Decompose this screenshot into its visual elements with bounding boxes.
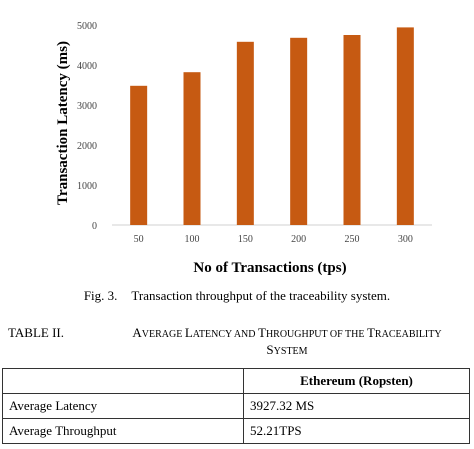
table-header-cell: Ethereum (Ropsten) (243, 368, 470, 394)
table-row: Average Latency 3927.32 MS (2, 393, 470, 419)
title-cap: A (132, 325, 142, 340)
y-tick-label: 1000 (77, 181, 97, 192)
results-table: Ethereum (Ropsten) Average Latency 3927.… (2, 368, 470, 444)
table-cell: 3927.32 MS (243, 393, 470, 419)
table-cell: Average Latency (2, 393, 244, 419)
bar-100 (183, 72, 201, 225)
table-header-cell (2, 368, 244, 394)
table-title-text: AVERAGE LATENCY AND THROUGHPUT OF THE TR… (100, 325, 474, 359)
x-tick-label: 250 (345, 234, 360, 245)
title-smallcaps: ATENCY AND (192, 329, 258, 340)
title-cap: L (184, 325, 193, 340)
title-smallcaps: YSTEM (273, 346, 308, 357)
title-smallcaps: VERAGE (141, 329, 185, 340)
title-smallcaps: HROUGHPUT OF THE (265, 329, 367, 340)
bar-200 (290, 37, 308, 225)
y-axis-ticks: 0 1000 2000 3000 4000 5000 (77, 21, 97, 232)
x-tick-label: 200 (291, 234, 306, 245)
x-axis-ticks: 50 100 150 200 250 300 (134, 234, 413, 245)
y-tick-label: 2000 (77, 141, 97, 152)
title-cap: T (366, 325, 375, 340)
x-tick-label: 50 (134, 234, 144, 245)
table-title-line-2: SYSTEM (100, 342, 474, 359)
figure-label: Fig. 3. (83, 288, 118, 303)
title-cap: T (257, 325, 266, 340)
bar-150 (236, 41, 254, 225)
y-tick-label: 5000 (77, 21, 97, 32)
x-axis-title: No of Transactions (tps) (193, 260, 346, 276)
table-number: TABLE II. (8, 325, 64, 340)
x-tick-label: 300 (398, 234, 413, 245)
title-smallcaps: RACEABILITY (374, 329, 442, 340)
bar-50 (130, 85, 148, 225)
table-header-row: Ethereum (Ropsten) (2, 368, 470, 394)
title-cap: S (266, 342, 274, 357)
figure-caption: Fig. 3. Transaction throughput of the tra… (0, 288, 474, 304)
y-tick-label: 4000 (77, 61, 97, 72)
bar-250 (343, 35, 361, 225)
y-tick-label: 3000 (77, 101, 97, 112)
table-title-line-1: AVERAGE LATENCY AND THROUGHPUT OF THE TR… (100, 325, 474, 342)
figure-caption-text: Transaction throughput of the traceabili… (131, 288, 391, 303)
y-tick-label: 0 (92, 221, 97, 232)
bars (130, 27, 414, 226)
x-tick-label: 150 (238, 234, 253, 245)
table-row: Average Throughput 52.21TPS (2, 418, 470, 444)
bar-300 (396, 27, 414, 226)
table-cell: 52.21TPS (243, 418, 470, 444)
table-cell: Average Throughput (2, 418, 244, 444)
y-axis-title: Transaction Latency (ms) (55, 41, 71, 205)
x-tick-label: 100 (185, 234, 200, 245)
